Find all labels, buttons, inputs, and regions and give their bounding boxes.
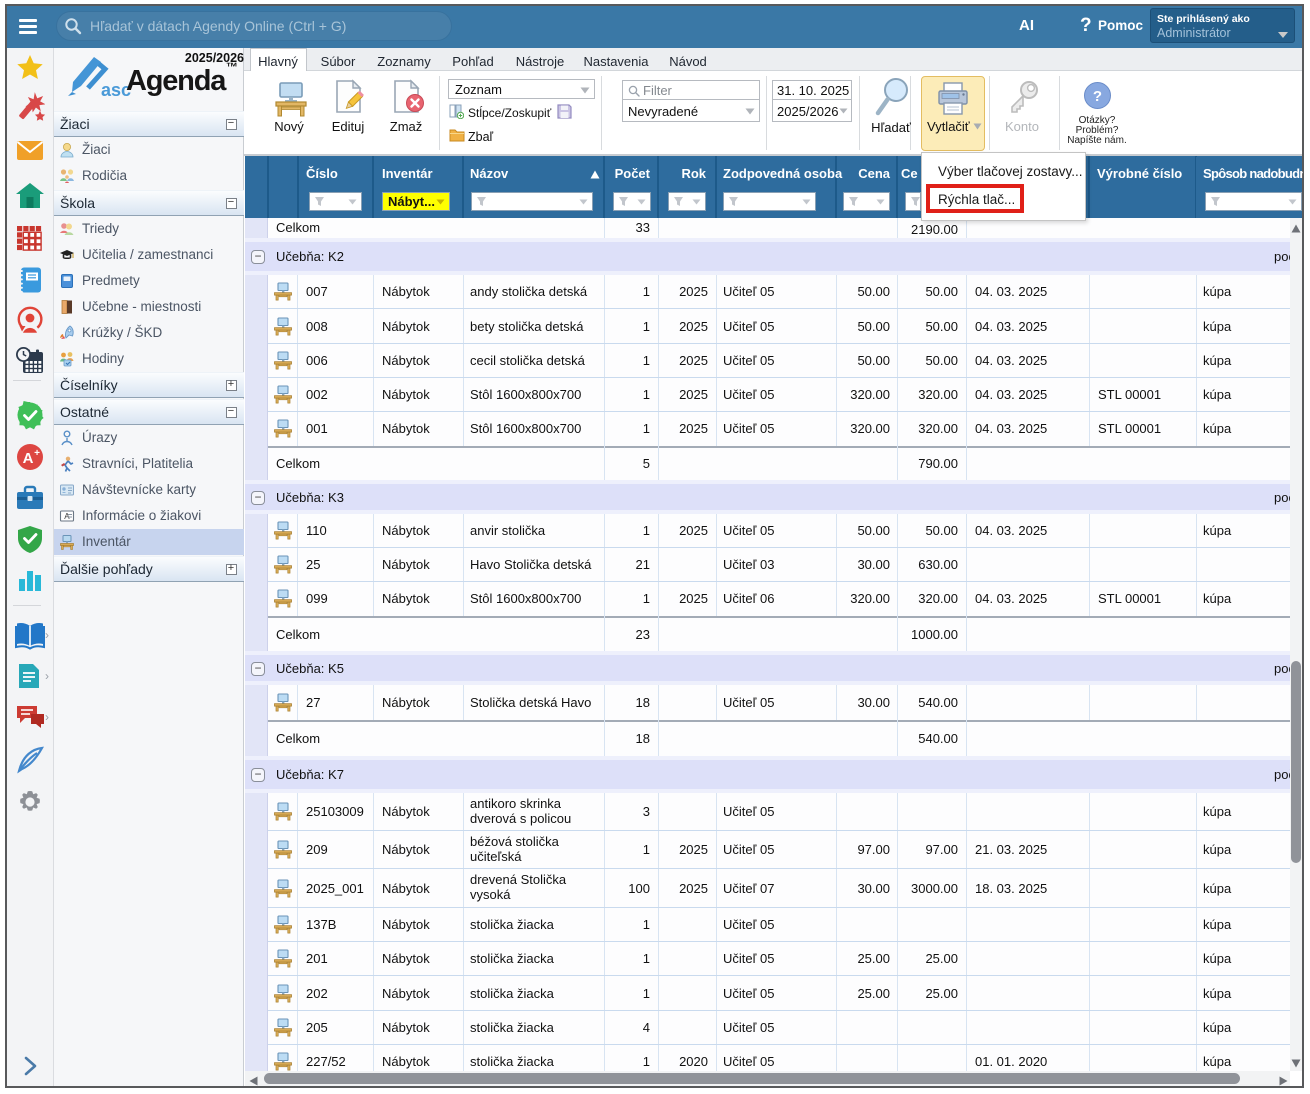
svg-text:A: A [64,512,70,521]
svg-text:A: A [23,450,34,467]
svg-text:+: + [34,448,40,459]
svg-text:?: ? [1093,88,1102,105]
